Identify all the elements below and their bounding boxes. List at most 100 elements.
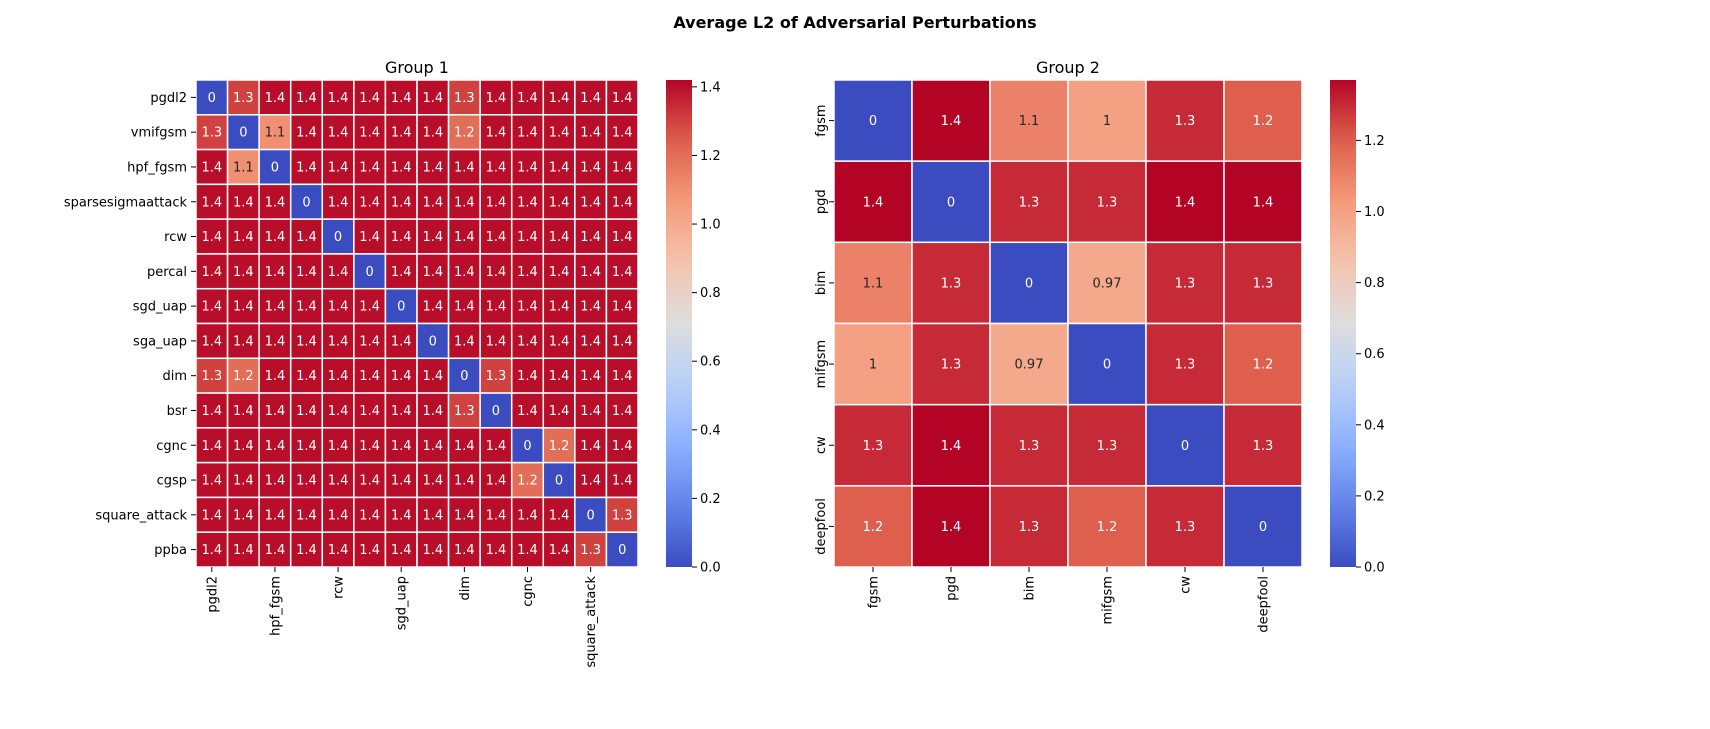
cell-value-label: 1.3 — [486, 369, 507, 384]
heatmap-cell — [289, 287, 324, 325]
cell-value-label: 1.3 — [612, 508, 633, 523]
heatmap-cell — [1223, 485, 1303, 568]
cell-value-label: 1.4 — [486, 334, 507, 349]
cell-value-label: 1.4 — [265, 334, 286, 349]
cell-value-label: 0 — [366, 265, 374, 280]
cell-value-label: 0.97 — [1093, 276, 1122, 291]
heatmap-cell — [1067, 160, 1147, 244]
cell-value-label: 1.4 — [517, 230, 538, 245]
cell-value-label: 1.4 — [486, 543, 507, 558]
cell-value-label: 1.4 — [486, 439, 507, 454]
cell-value-label: 1.4 — [296, 508, 317, 523]
col-tick-label: cgnc — [521, 576, 536, 607]
heatmap-cell — [911, 79, 991, 162]
heatmap-cell — [447, 427, 481, 464]
heatmap-cell — [384, 287, 418, 325]
cell-value-label: 1.4 — [201, 334, 222, 349]
cell-value-label: 1.4 — [359, 439, 380, 454]
heatmap-cell — [321, 218, 355, 255]
cell-value-label: 1.4 — [454, 334, 475, 349]
heatmap-cell — [605, 253, 639, 290]
heatmap-cell — [195, 322, 229, 360]
cell-value-label: 1.3 — [1175, 358, 1196, 373]
heatmap-cell — [353, 114, 387, 151]
cell-value-label: 1.3 — [1253, 439, 1274, 454]
cell-value-label: 1.4 — [486, 300, 507, 315]
cell-value-label: 1.4 — [486, 265, 507, 280]
cell-value-label: 1.3 — [454, 91, 475, 106]
cell-value-label: 1.4 — [391, 439, 412, 454]
cell-value-label: 1.4 — [328, 474, 349, 489]
cell-value-label: 1.4 — [391, 508, 412, 523]
cell-value-label: 1.4 — [454, 439, 475, 454]
cell-value-label: 1.2 — [517, 474, 538, 489]
cell-value-label: 1.4 — [422, 543, 443, 558]
cell-value-label: 1.4 — [296, 369, 317, 384]
col-tick-label: deepfool — [1257, 576, 1272, 633]
cell-value-label: 1.4 — [454, 265, 475, 280]
heatmap-cell — [1145, 322, 1225, 406]
cell-value-label: 1.4 — [580, 265, 601, 280]
col-tick-label: dim — [458, 576, 473, 601]
cell-value-label: 1.4 — [580, 334, 601, 349]
cell-value-label: 1.4 — [517, 404, 538, 419]
heatmap-cell — [289, 357, 324, 394]
heatmap-cell — [989, 403, 1069, 487]
heatmap-cell — [384, 461, 418, 499]
cell-value-label: 1.4 — [422, 404, 443, 419]
heatmap-cell — [289, 183, 324, 220]
cell-value-label: 1.4 — [517, 126, 538, 141]
cell-value-label: 1.4 — [391, 474, 412, 489]
cell-value-label: 1.1 — [233, 160, 254, 175]
cell-value-label: 1.4 — [233, 334, 254, 349]
cell-value-label: 1.4 — [422, 126, 443, 141]
cell-value-label: 1.4 — [201, 195, 222, 210]
cell-value-label: 1.4 — [265, 195, 286, 210]
cell-value-label: 1.4 — [517, 300, 538, 315]
colorbar-tick-label: 0.4 — [700, 423, 721, 438]
col-tick-label: fgsm — [867, 576, 882, 608]
cell-value-label: 1.4 — [612, 334, 633, 349]
cell-value-label: 1.4 — [549, 91, 570, 106]
cell-value-label: 1.4 — [359, 230, 380, 245]
cell-value-label: 1.4 — [612, 91, 633, 106]
cell-value-label: 1.4 — [296, 404, 317, 419]
cell-value-label: 1.4 — [265, 404, 286, 419]
heatmap-cell — [510, 253, 545, 290]
col-tick-label: mifgsm — [1101, 576, 1116, 625]
heatmap-cell — [911, 485, 991, 568]
heatmap-cell — [289, 253, 324, 290]
cell-value-label: 1.4 — [486, 474, 507, 489]
cell-value-label: 0 — [460, 369, 468, 384]
cell-value-label: 1.4 — [296, 230, 317, 245]
cell-value-label: 1.4 — [328, 126, 349, 141]
cell-value-label: 1.4 — [359, 300, 380, 315]
heatmap-cell — [416, 531, 450, 568]
row-tick-label: hpf_fgsm — [127, 160, 187, 175]
colorbar-tick-label: 0.0 — [700, 561, 721, 576]
col-tick-label: rcw — [332, 576, 347, 599]
cell-value-label: 1.4 — [454, 195, 475, 210]
heatmap-cell — [258, 427, 292, 464]
cell-value-label: 1.4 — [296, 439, 317, 454]
cell-value-label: 1.4 — [517, 265, 538, 280]
heatmap-cell — [416, 253, 450, 290]
cell-value-label: 0 — [1103, 358, 1111, 373]
heatmap-cell — [447, 148, 481, 186]
heatmap-cell — [321, 322, 355, 360]
cell-value-label: 0 — [1259, 520, 1267, 535]
cell-value-label: 1.3 — [1175, 520, 1196, 535]
heatmap-cell — [416, 357, 450, 394]
col-tick-label: sgd_uap — [395, 576, 410, 630]
cell-value-label: 1.4 — [580, 439, 601, 454]
cell-value-label: 1.3 — [1019, 520, 1040, 535]
heatmap-cell — [353, 322, 387, 360]
heatmap-cell — [353, 461, 387, 499]
cell-value-label: 1.4 — [612, 404, 633, 419]
heatmap-cell — [258, 287, 292, 325]
heatmap-cell — [1223, 403, 1303, 487]
cell-value-label: 1.4 — [863, 195, 884, 210]
row-tick-label: pgdl2 — [150, 91, 187, 106]
cell-value-label: 1.1 — [863, 276, 884, 291]
